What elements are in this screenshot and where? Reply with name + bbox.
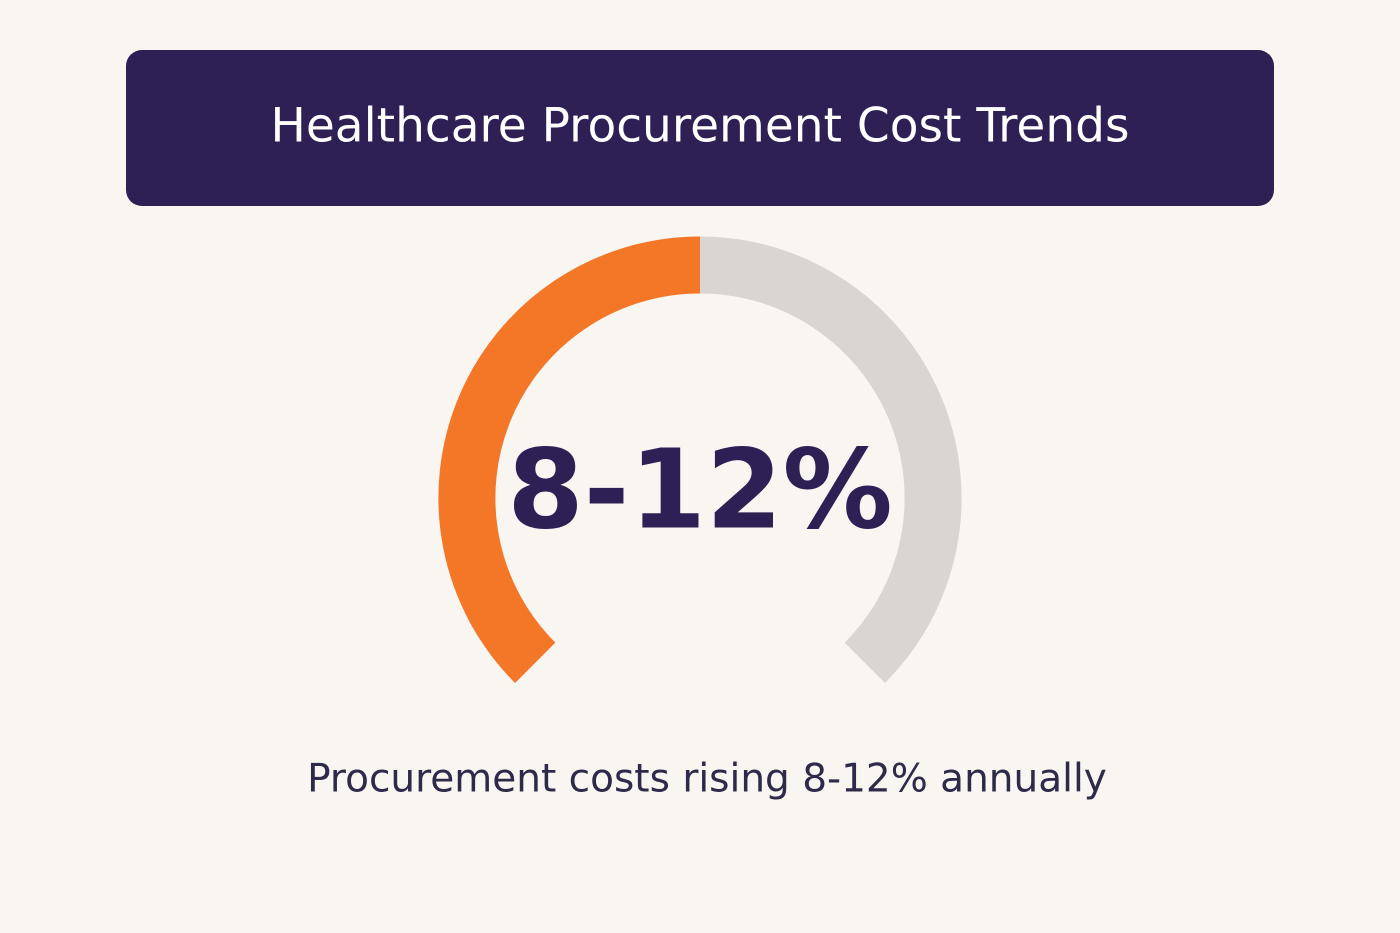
gauge-label: 8-12% [507,425,892,553]
gauge-arc-track [699,236,962,683]
caption: Procurement costs rising 8-12% annually [307,757,1107,802]
title: Healthcare Procurement Cost Trends [271,99,1130,154]
title-banner [126,50,1274,206]
gauge-arc-filled [438,236,701,683]
